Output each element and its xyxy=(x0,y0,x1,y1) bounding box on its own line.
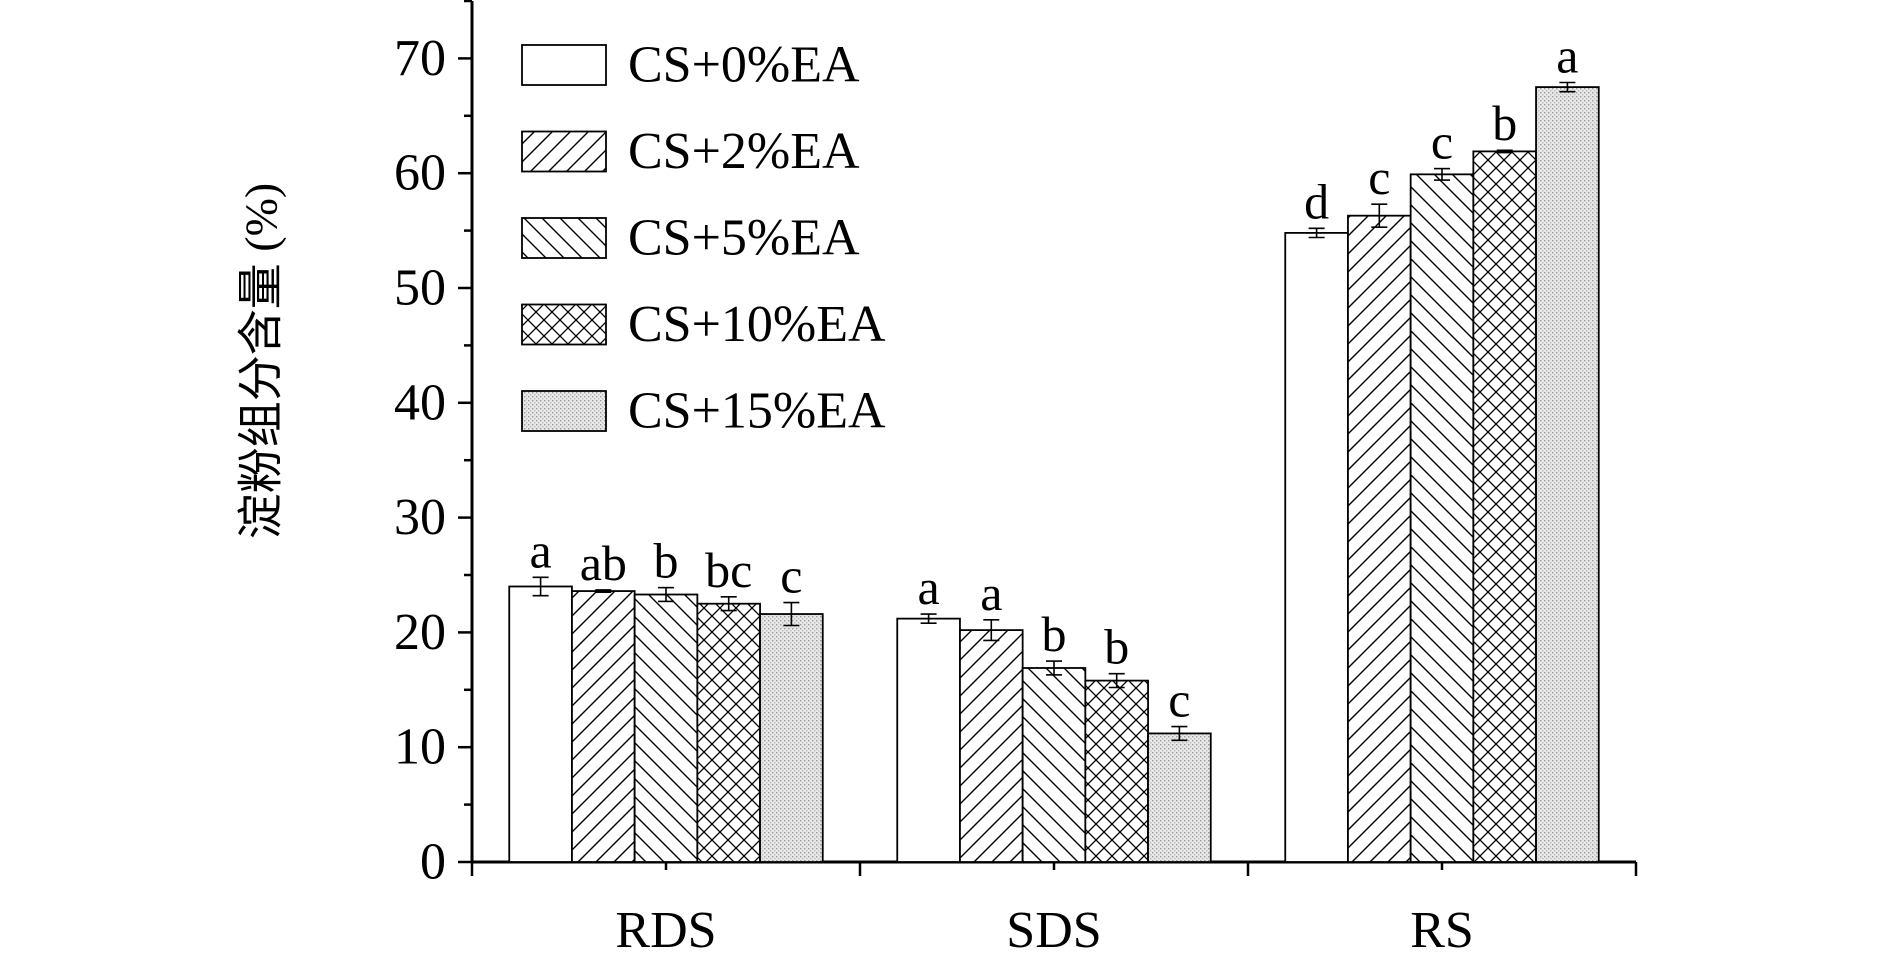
legend-label: CS+10%EA xyxy=(628,296,886,353)
bar xyxy=(1147,732,1212,863)
significance-letter: c xyxy=(780,548,802,604)
legend-swatch xyxy=(521,303,607,346)
bar xyxy=(1472,150,1537,863)
legend-swatch xyxy=(521,390,607,432)
y-tick-label: 0 xyxy=(420,834,446,891)
bar xyxy=(1084,679,1149,863)
significance-letter: b xyxy=(654,533,679,589)
significance-letter: a xyxy=(1556,28,1578,84)
y-tick-label: 20 xyxy=(394,604,446,661)
significance-letter: bc xyxy=(705,542,752,598)
bar xyxy=(571,590,636,863)
x-tick-label: RS xyxy=(1410,902,1474,959)
bar xyxy=(1284,231,1349,863)
bar xyxy=(959,629,1024,863)
legend-label: CS+5%EA xyxy=(628,210,860,267)
bar xyxy=(1409,173,1475,863)
bar xyxy=(633,593,699,863)
bars xyxy=(508,81,1600,863)
significance-letter: b xyxy=(1104,619,1129,675)
legend-swatch xyxy=(521,217,607,259)
x-tick-label: RDS xyxy=(615,902,716,959)
bar xyxy=(1021,667,1087,863)
bar xyxy=(696,602,761,863)
legend-label: CS+2%EA xyxy=(628,123,860,180)
significance-letter: a xyxy=(917,559,939,615)
bar xyxy=(1535,86,1600,863)
y-tick-label: 60 xyxy=(394,145,446,202)
significance-labels: a ab b bc c a ab bcd cc ba xyxy=(529,28,1578,728)
legend-swatch xyxy=(521,44,607,86)
significance-letter: a xyxy=(980,565,1002,621)
bar xyxy=(896,617,961,863)
significance-letter: d xyxy=(1304,173,1329,229)
bar xyxy=(1347,214,1412,863)
significance-letter: c xyxy=(1431,114,1453,170)
x-tick-label: SDS xyxy=(1006,902,1101,959)
legend-label: CS+0%EA xyxy=(628,37,860,94)
y-axis-label: 淀粉组分含量 (%) xyxy=(236,183,287,539)
significance-letter: b xyxy=(1492,95,1517,151)
y-tick-label: 30 xyxy=(394,489,446,546)
significance-letter: ab xyxy=(580,535,627,591)
y-tick-label: 70 xyxy=(394,30,446,87)
significance-letter: c xyxy=(1368,149,1390,205)
y-tick-label: 10 xyxy=(394,719,446,776)
significance-letter: c xyxy=(1168,672,1190,728)
y-tick-label: 50 xyxy=(394,260,446,317)
bar xyxy=(508,585,573,863)
legend-swatch xyxy=(521,130,607,173)
axes: 0 10 20 30 40 50 60 70 RDS SDS RS xyxy=(394,0,1638,959)
significance-letter: a xyxy=(529,522,551,578)
bar xyxy=(759,613,824,863)
legend: CS+0%EA CS+2%EA CS+5%EA CS+10%EA CS+15%EA xyxy=(521,37,886,440)
legend-label: CS+15%EA xyxy=(628,383,886,440)
y-tick-label: 40 xyxy=(394,374,446,431)
significance-letter: b xyxy=(1042,606,1067,662)
